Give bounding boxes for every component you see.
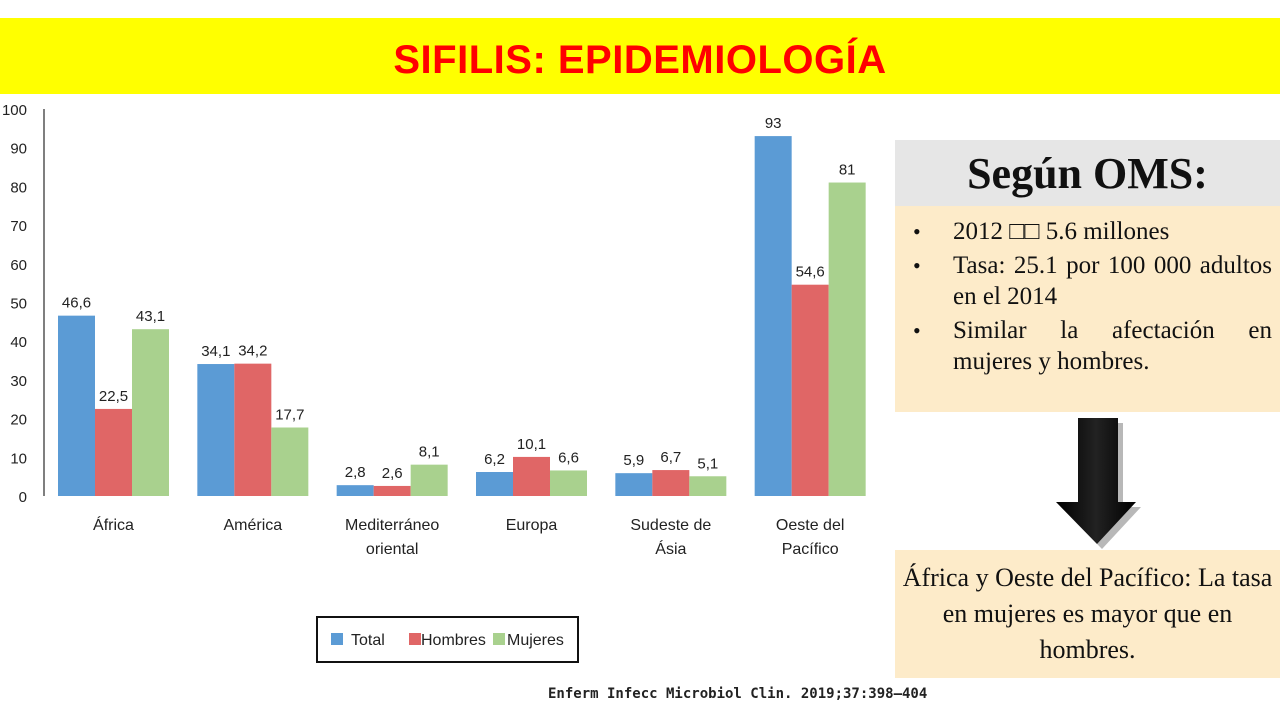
oms-fact-text: Tasa: 25.1 por 100 000 adultos en el 201…	[953, 252, 1272, 310]
bullet-icon: •	[913, 219, 921, 244]
x-tick-label: Mediterráneo	[345, 517, 439, 534]
oms-fact-item: • Similar la afectación en mujeres y homb…	[907, 315, 1272, 377]
bar-total	[754, 136, 792, 496]
data-label: 22,5	[99, 388, 128, 405]
data-label: 10,1	[517, 436, 546, 453]
bar-hombres	[513, 456, 550, 496]
oms-header: Según OMS:	[895, 140, 1280, 206]
y-tick-label: 20	[10, 412, 27, 429]
conclusion-panel: África y Oeste del Pacífico: La tasa en …	[895, 550, 1280, 678]
y-tick-label: 70	[10, 218, 27, 235]
x-tick-label: Ásia	[655, 539, 686, 558]
y-tick-label: 10	[10, 450, 27, 467]
bar-mujeres	[828, 182, 866, 496]
bar-total	[197, 364, 235, 496]
data-label: 81	[839, 162, 856, 179]
legend-label: Hombres	[421, 632, 486, 649]
bar-total	[615, 473, 653, 496]
oms-header-text: Según OMS:	[967, 148, 1208, 198]
x-tick-label: oriental	[366, 541, 418, 558]
oms-fact-item: • Tasa: 25.1 por 100 000 adultos en el 20…	[907, 250, 1272, 312]
y-tick-label: 0	[19, 489, 27, 506]
bar-total	[58, 315, 95, 496]
data-label: 93	[765, 115, 782, 132]
conclusion-text: África y Oeste del Pacífico: La tasa en …	[902, 563, 1273, 664]
data-label: 6,6	[558, 449, 579, 466]
data-label: 2,8	[345, 464, 366, 481]
bullet-icon: •	[913, 318, 921, 343]
y-tick-label: 80	[10, 179, 27, 196]
legend-label: Total	[351, 632, 385, 649]
legend-swatch-hombres	[409, 633, 421, 645]
legend-box	[316, 616, 579, 663]
bar-hombres	[95, 408, 132, 496]
y-tick-label: 30	[10, 373, 27, 390]
bar-total	[476, 472, 513, 496]
title-bar: SIFILIS: EPIDEMIOLOGÍA	[0, 18, 1280, 94]
data-label: 46,6	[62, 295, 91, 312]
bar-hombres	[652, 470, 690, 496]
data-label: 34,1	[201, 343, 230, 360]
citation: Enferm Infecc Microbiol Clin. 2019;37:39…	[548, 686, 928, 702]
oms-fact-text: Similar la afectación en mujeres y hombr…	[953, 317, 1272, 375]
x-tick-label: Europa	[506, 517, 558, 534]
x-tick-label: América	[223, 517, 282, 534]
oms-fact-text: 2012 □□ 5.6 millones	[953, 218, 1170, 245]
data-label: 43,1	[136, 308, 165, 325]
data-label: 8,1	[419, 444, 440, 461]
bar-mujeres	[132, 329, 169, 496]
bar-hombres	[234, 363, 272, 496]
y-tick-label: 40	[10, 334, 27, 351]
bar-chart: 0 10 20 30 40 50 60 70 80 90 100 46,6 22,5 43,1 África…	[2, 102, 866, 663]
oms-facts-panel: • 2012 □□ 5.6 millones • Tasa: 25.1 por 10…	[895, 206, 1280, 412]
data-label: 2,6	[382, 465, 403, 482]
legend-swatch-total	[331, 633, 343, 645]
bar-hombres	[791, 284, 829, 496]
legend-swatch-mujeres	[493, 633, 505, 645]
bar-total	[336, 485, 374, 496]
x-tick-label: Sudeste de	[630, 517, 711, 534]
bullet-icon: •	[913, 253, 921, 278]
bar-hombres	[373, 485, 411, 496]
bar-mujeres	[689, 476, 727, 496]
data-label: 5,1	[697, 455, 718, 472]
y-tick-label: 100	[2, 102, 27, 119]
data-label: 6,2	[484, 451, 505, 468]
x-tick-label: África	[93, 515, 134, 534]
y-tick-label: 50	[10, 296, 27, 313]
oms-facts-list: • 2012 □□ 5.6 millones • Tasa: 25.1 por 10…	[907, 216, 1272, 377]
down-arrow-icon	[1056, 418, 1141, 549]
data-label: 17,7	[275, 407, 304, 424]
page-title: SIFILIS: EPIDEMIOLOGÍA	[393, 37, 887, 82]
data-label: 54,6	[796, 264, 825, 281]
bar-mujeres	[550, 470, 587, 496]
y-tick-label: 60	[10, 257, 27, 274]
oms-fact-item: • 2012 □□ 5.6 millones	[907, 216, 1272, 247]
data-label: 34,2	[238, 343, 267, 360]
y-tick-label: 90	[10, 141, 27, 158]
data-label: 6,7	[660, 449, 681, 466]
bar-mujeres	[410, 464, 448, 496]
x-tick-label: Pacífico	[782, 541, 839, 558]
x-tick-label: Oeste del	[776, 517, 844, 534]
bar-mujeres	[271, 427, 309, 496]
legend-label: Mujeres	[507, 632, 564, 649]
data-label: 5,9	[623, 452, 644, 469]
